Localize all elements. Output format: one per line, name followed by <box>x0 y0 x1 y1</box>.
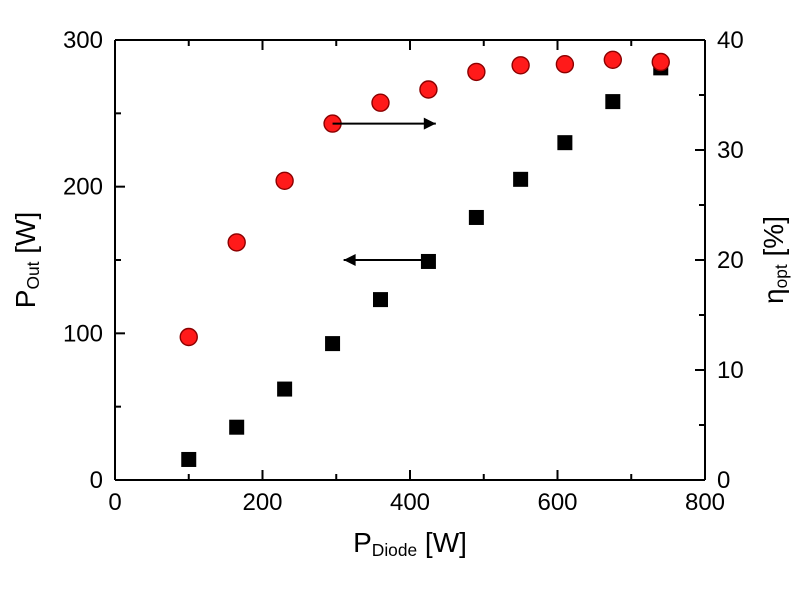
pout-square-marker <box>605 94 620 109</box>
yr-tick-label: 40 <box>717 27 744 54</box>
pout-square-marker <box>421 254 436 269</box>
yl-tick-label: 100 <box>63 320 103 347</box>
x-tick-label: 0 <box>108 489 121 516</box>
pout-square-marker <box>469 210 484 225</box>
yr-tick-label: 20 <box>717 247 744 274</box>
chart-container: 02004006008000100200300010203040PDiode [… <box>0 0 800 600</box>
yl-tick-label: 0 <box>90 467 103 494</box>
pout-square-marker <box>373 292 388 307</box>
pout-square-marker <box>277 382 292 397</box>
y-left-axis-title: POut [W] <box>10 212 43 308</box>
svg-text:ηopt [%]: ηopt [%] <box>758 216 791 304</box>
yl-tick-label: 300 <box>63 27 103 54</box>
y-right-axis-title: ηopt [%] <box>758 216 791 304</box>
pout-square-marker <box>557 135 572 150</box>
yr-tick-label: 10 <box>717 357 744 384</box>
pout-square-marker <box>325 336 340 351</box>
yr-tick-label: 0 <box>717 467 730 494</box>
svg-text:POut [W]: POut [W] <box>10 212 43 308</box>
yl-tick-label: 200 <box>63 174 103 201</box>
pout-square-marker <box>513 172 528 187</box>
pout-square-marker <box>181 452 196 467</box>
x-tick-label: 600 <box>537 489 577 516</box>
pout-square-marker <box>229 420 244 435</box>
x-tick-label: 200 <box>242 489 282 516</box>
chart-svg: 02004006008000100200300010203040PDiode [… <box>0 0 800 600</box>
x-tick-label: 400 <box>390 489 430 516</box>
yr-tick-label: 30 <box>717 137 744 164</box>
